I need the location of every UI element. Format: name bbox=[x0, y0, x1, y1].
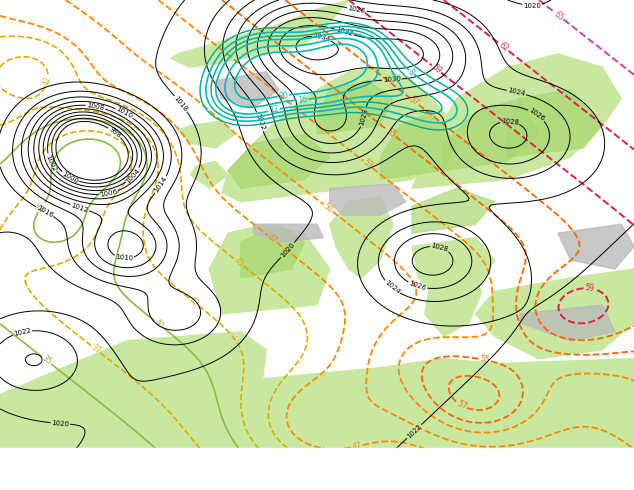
Polygon shape bbox=[425, 269, 482, 336]
Text: 35: 35 bbox=[40, 354, 53, 367]
Text: Theta-e 700hPa [hPa] ECMWF: Theta-e 700hPa [hPa] ECMWF bbox=[6, 457, 202, 469]
Text: 1026: 1026 bbox=[408, 280, 427, 292]
Polygon shape bbox=[317, 81, 393, 135]
Polygon shape bbox=[241, 224, 304, 278]
Polygon shape bbox=[178, 121, 235, 148]
Polygon shape bbox=[558, 224, 634, 269]
Polygon shape bbox=[412, 54, 621, 188]
Text: 1002: 1002 bbox=[44, 153, 58, 172]
Text: 50: 50 bbox=[321, 201, 335, 215]
Text: 1028: 1028 bbox=[359, 108, 369, 126]
Polygon shape bbox=[254, 224, 323, 242]
Polygon shape bbox=[520, 305, 615, 341]
Text: 59: 59 bbox=[584, 283, 595, 294]
Polygon shape bbox=[330, 184, 406, 215]
Text: 1010: 1010 bbox=[115, 254, 134, 262]
Text: 1012: 1012 bbox=[70, 202, 89, 213]
Polygon shape bbox=[444, 98, 539, 171]
Text: 57: 57 bbox=[455, 399, 468, 412]
Text: 1010: 1010 bbox=[115, 106, 134, 120]
Text: 45: 45 bbox=[232, 256, 245, 269]
Polygon shape bbox=[0, 359, 634, 448]
Text: 1032: 1032 bbox=[335, 26, 354, 37]
Text: 1014: 1014 bbox=[153, 175, 169, 194]
Text: 57: 57 bbox=[408, 95, 421, 108]
Text: 1022: 1022 bbox=[406, 423, 423, 440]
Text: 1028: 1028 bbox=[430, 242, 449, 253]
Text: 8: 8 bbox=[406, 67, 416, 77]
Polygon shape bbox=[507, 90, 602, 157]
Polygon shape bbox=[0, 332, 266, 448]
Polygon shape bbox=[380, 112, 456, 179]
Text: 65: 65 bbox=[552, 9, 566, 23]
Text: ©weatheronline.co.uk: ©weatheronline.co.uk bbox=[510, 476, 628, 486]
Text: 1008: 1008 bbox=[86, 102, 105, 111]
Text: 1020: 1020 bbox=[51, 420, 70, 427]
Text: 1000: 1000 bbox=[61, 170, 79, 184]
Text: 1034: 1034 bbox=[313, 32, 331, 43]
Text: 37: 37 bbox=[89, 343, 102, 356]
Polygon shape bbox=[380, 359, 634, 448]
Text: 55: 55 bbox=[384, 126, 398, 140]
Polygon shape bbox=[228, 135, 330, 188]
Text: 1018: 1018 bbox=[173, 95, 189, 113]
Polygon shape bbox=[171, 0, 349, 67]
Polygon shape bbox=[412, 238, 495, 300]
Text: 20: 20 bbox=[278, 91, 289, 100]
Text: 1030: 1030 bbox=[383, 76, 401, 83]
Text: 1022: 1022 bbox=[13, 327, 32, 337]
Polygon shape bbox=[412, 188, 495, 233]
Text: 47: 47 bbox=[266, 232, 279, 245]
Text: 42: 42 bbox=[188, 296, 201, 309]
Text: 1024: 1024 bbox=[507, 88, 526, 98]
Text: 35: 35 bbox=[35, 201, 48, 214]
Polygon shape bbox=[209, 224, 330, 314]
Text: 55: 55 bbox=[479, 354, 490, 365]
Polygon shape bbox=[222, 67, 456, 202]
Text: 1004: 1004 bbox=[125, 167, 141, 184]
Text: 1028: 1028 bbox=[501, 118, 519, 125]
Text: 1006: 1006 bbox=[99, 189, 118, 198]
Text: 1020: 1020 bbox=[523, 2, 541, 9]
Text: 53: 53 bbox=[361, 158, 375, 171]
Text: 1020: 1020 bbox=[280, 242, 296, 259]
Polygon shape bbox=[476, 269, 634, 359]
Text: 59: 59 bbox=[430, 62, 443, 75]
Text: Sa 21-09-2024 18:00 UTC (00+42): Sa 21-09-2024 18:00 UTC (00+42) bbox=[395, 457, 628, 469]
Text: 62: 62 bbox=[498, 41, 510, 54]
Polygon shape bbox=[330, 197, 393, 278]
Polygon shape bbox=[190, 161, 228, 188]
Text: 47: 47 bbox=[351, 441, 363, 452]
Text: 1026: 1026 bbox=[528, 107, 546, 122]
Polygon shape bbox=[216, 72, 279, 108]
Text: 998: 998 bbox=[108, 126, 122, 139]
Text: 42: 42 bbox=[42, 75, 53, 87]
Text: 16: 16 bbox=[297, 95, 308, 104]
Text: 1024: 1024 bbox=[383, 279, 401, 295]
Text: 12: 12 bbox=[268, 105, 280, 116]
Text: 1022: 1022 bbox=[254, 112, 266, 131]
Text: 1026: 1026 bbox=[347, 5, 366, 14]
Text: 1016: 1016 bbox=[36, 204, 54, 219]
Text: 40: 40 bbox=[153, 318, 166, 331]
